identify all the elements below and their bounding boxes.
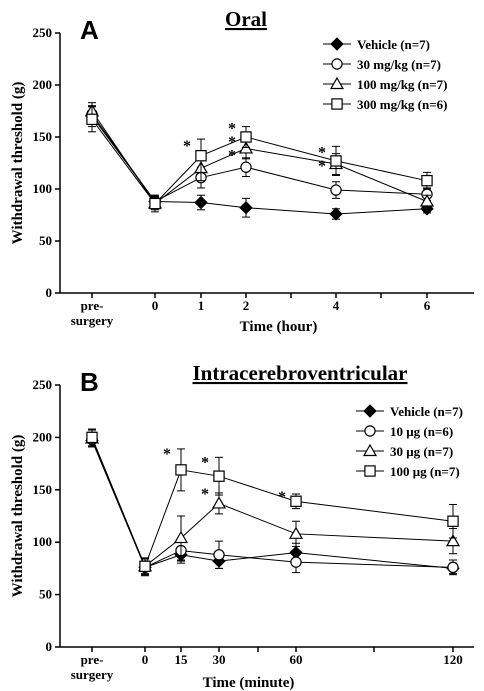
data-point-square xyxy=(330,155,342,167)
panel-letter: B xyxy=(80,367,99,397)
legend-label: Vehicle (n=7) xyxy=(357,37,430,52)
x-axis-title: Time (hour) xyxy=(240,319,318,335)
y-tick-label: 250 xyxy=(33,377,53,392)
legend-marker-square xyxy=(364,465,376,477)
data-point-circle xyxy=(213,549,225,561)
x-tick-label: 30 xyxy=(213,652,226,667)
data-point-diamond xyxy=(239,201,253,215)
data-point-square xyxy=(447,515,459,527)
y-tick-label: 100 xyxy=(33,181,53,196)
significance-asterisk: * xyxy=(201,454,209,471)
significance-asterisk: * xyxy=(201,486,209,503)
data-point-square xyxy=(149,197,161,210)
legend-marker-triangle xyxy=(329,76,345,90)
legend-label: Vehicle (n=7) xyxy=(390,404,463,419)
significance-asterisk: * xyxy=(228,121,236,138)
data-point-diamond xyxy=(329,207,343,221)
data-point-circle xyxy=(447,561,459,574)
data-point-circle xyxy=(240,161,252,173)
significance-asterisk: * xyxy=(318,158,326,175)
x-axis-title: Time (minute) xyxy=(203,675,295,691)
significance-asterisk: * xyxy=(228,148,236,165)
legend-label: 300 mg/kg (n=6) xyxy=(357,97,447,112)
data-point-square xyxy=(139,560,151,573)
x-tick-label: 60 xyxy=(290,652,303,667)
x-tick-label: 0 xyxy=(152,298,159,313)
data-point-square xyxy=(195,150,207,162)
panel-letter: A xyxy=(80,15,99,45)
significance-asterisk: * xyxy=(318,144,326,161)
data-point-triangle xyxy=(211,496,227,509)
legend-marker-circle xyxy=(331,58,343,70)
x-tick-label: 0 xyxy=(142,652,149,667)
series-line-diamond xyxy=(91,115,428,215)
data-point-diamond xyxy=(194,195,208,210)
data-point-triangle xyxy=(288,526,304,539)
data-point-square xyxy=(240,131,252,143)
x-tick-label: 4 xyxy=(333,298,340,313)
data-point-triangle xyxy=(445,533,461,547)
data-point-circle xyxy=(290,556,302,568)
y-tick-label: 250 xyxy=(33,25,53,40)
legend-marker-circle xyxy=(364,425,376,437)
data-point-square xyxy=(86,431,98,444)
series-line-square xyxy=(91,119,428,205)
series-line-triangle xyxy=(91,110,428,205)
panel-title: Oral xyxy=(225,7,267,31)
y-tick-label: 200 xyxy=(33,429,53,444)
y-axis-title: Withdrawal threshold (g) xyxy=(10,82,26,245)
legend-label: 10 μg (n=6) xyxy=(390,424,453,439)
data-point-square xyxy=(175,464,187,476)
x-tick-label: 6 xyxy=(424,298,431,313)
y-tick-label: 0 xyxy=(46,639,53,654)
y-axis-title: Withdrawal threshold (g) xyxy=(10,435,26,598)
legend-label: 30 mg/kg (n=7) xyxy=(357,57,441,72)
y-tick-label: 100 xyxy=(33,534,53,549)
legend-marker-triangle xyxy=(362,443,378,457)
significance-asterisk: * xyxy=(163,446,171,463)
legend-label: 100 mg/kg (n=7) xyxy=(357,77,447,92)
y-tick-label: 150 xyxy=(33,482,53,497)
x-tick-label: pre-surgery xyxy=(71,652,114,682)
y-tick-label: 50 xyxy=(39,587,52,602)
panel-title: Intracerebroventricular xyxy=(193,361,408,385)
panel-b: 0 50 100 150 200 250 pre-surgery 0 15 30 60 120 With… xyxy=(10,361,474,691)
panel-a: 0 50 100 150 200 250 pre-surgery 0 1 2 4 6 Withdrawa… xyxy=(10,7,474,335)
legend-label: 100 μg (n=7) xyxy=(390,464,460,479)
data-point-triangle xyxy=(173,530,189,544)
significance-asterisk: * xyxy=(228,134,236,151)
x-tick-label: 120 xyxy=(443,652,463,667)
significance-asterisk: * xyxy=(278,489,286,506)
legend-marker-diamond xyxy=(330,37,344,51)
significance-asterisk: * xyxy=(183,138,191,155)
series-line-circle xyxy=(91,113,428,203)
y-tick-label: 50 xyxy=(39,233,52,248)
data-point-circle xyxy=(330,184,342,196)
data-point-square xyxy=(86,113,98,126)
data-point-square xyxy=(290,495,302,508)
legend-label: 30 μg (n=7) xyxy=(390,444,453,459)
x-tick-label: 2 xyxy=(243,298,250,313)
series-line-square xyxy=(91,437,454,568)
x-tick-label: 1 xyxy=(198,298,205,313)
series-line-diamond xyxy=(91,440,454,569)
data-point-triangle xyxy=(419,194,435,207)
y-tick-label: 0 xyxy=(46,285,53,300)
x-tick-label: 15 xyxy=(175,652,189,667)
y-tick-label: 200 xyxy=(33,77,53,92)
legend-marker-square xyxy=(331,98,343,110)
data-point-square xyxy=(213,470,225,482)
x-tick-label: pre-surgery xyxy=(71,298,114,328)
y-tick-label: 150 xyxy=(33,129,53,144)
legend-marker-diamond xyxy=(363,404,377,418)
data-point-square xyxy=(421,174,433,187)
